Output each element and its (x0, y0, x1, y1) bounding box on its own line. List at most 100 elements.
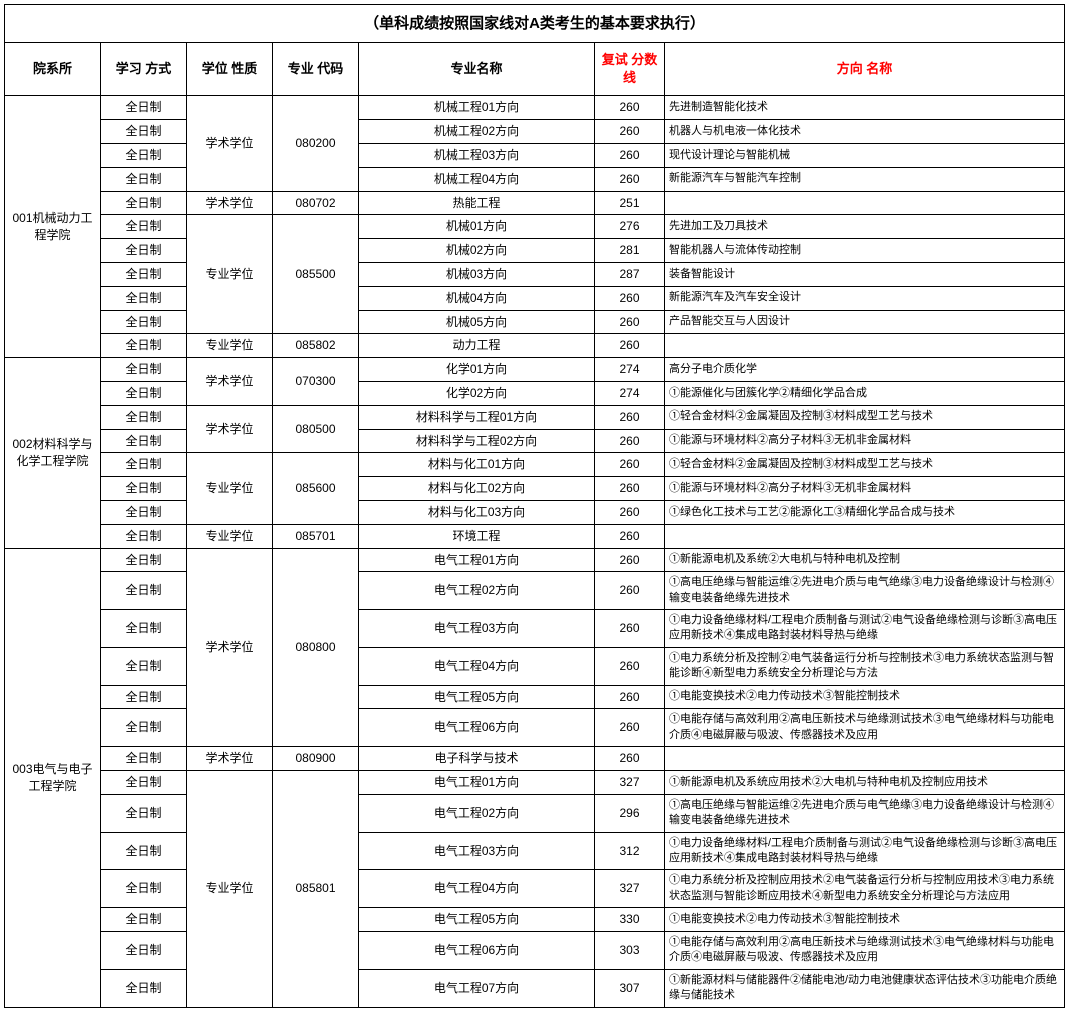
cell-study: 全日制 (101, 548, 187, 572)
cell-degree: 专业学位 (187, 453, 273, 524)
cell-direction: ①新能源电机及系统应用技术②大电机与特种电机及控制应用技术 (665, 771, 1065, 795)
table-row: 全日制化学02方向274①能源催化与团簇化学②精细化学品合成 (5, 381, 1065, 405)
cell-score: 260 (595, 96, 665, 120)
table-row: 全日制材料科学与工程02方向260①能源与环境材料②高分子材料③无机非金属材料 (5, 429, 1065, 453)
cell-direction: ①高电压绝缘与智能运维②先进电介质与电气绝缘③电力设备绝缘设计与检测④输变电装备… (665, 794, 1065, 832)
cell-major: 机械工程01方向 (359, 96, 595, 120)
header-code: 专业 代码 (273, 43, 359, 96)
cell-direction: ①电力设备绝缘材料/工程电介质制备与测试②电气设备绝缘检测与诊断③高电压应用新技… (665, 832, 1065, 870)
cell-major: 电气工程05方向 (359, 908, 595, 932)
cell-study: 全日制 (101, 771, 187, 795)
table-row: 全日制电气工程04方向260①电力系统分析及控制②电气装备运行分析与控制技术③电… (5, 647, 1065, 685)
cell-major: 电气工程02方向 (359, 794, 595, 832)
cell-direction: 先进制造智能化技术 (665, 96, 1065, 120)
cell-direction: ①电能存储与高效利用②高电压新技术与绝缘测试技术③电气绝缘材料与功能电介质④电磁… (665, 931, 1065, 969)
cell-dept: 002材料科学与化学工程学院 (5, 358, 101, 548)
cell-score: 260 (595, 453, 665, 477)
cell-score: 260 (595, 524, 665, 548)
header-major: 专业名称 (359, 43, 595, 96)
score-table: （单科成绩按照国家线对A类考生的基本要求执行） 院系所 学习 方式 学位 性质 … (4, 4, 1065, 1008)
cell-direction (665, 334, 1065, 358)
cell-study: 全日制 (101, 931, 187, 969)
cell-study: 全日制 (101, 647, 187, 685)
cell-study: 全日制 (101, 96, 187, 120)
cell-score: 251 (595, 191, 665, 215)
cell-direction: ①能源与环境材料②高分子材料③无机非金属材料 (665, 477, 1065, 501)
cell-major: 机械工程02方向 (359, 120, 595, 144)
cell-major: 材料与化工03方向 (359, 500, 595, 524)
cell-direction (665, 191, 1065, 215)
header-row: 院系所 学习 方式 学位 性质 专业 代码 专业名称 复试 分数线 方向 名称 (5, 43, 1065, 96)
cell-score: 260 (595, 310, 665, 334)
cell-direction: ①电力设备绝缘材料/工程电介质制备与测试②电气设备绝缘检测与诊断③高电压应用新技… (665, 610, 1065, 648)
cell-study: 全日制 (101, 143, 187, 167)
cell-study: 全日制 (101, 429, 187, 453)
cell-score: 260 (595, 120, 665, 144)
cell-direction: 高分子电介质化学 (665, 358, 1065, 382)
cell-score: 260 (595, 143, 665, 167)
cell-direction: ①电能变换技术②电力传动技术③智能控制技术 (665, 685, 1065, 709)
cell-study: 全日制 (101, 405, 187, 429)
cell-score: 327 (595, 771, 665, 795)
cell-direction: 机器人与机电液一体化技术 (665, 120, 1065, 144)
cell-major: 化学01方向 (359, 358, 595, 382)
table-row: 全日制电气工程06方向260①电能存储与高效利用②高电压新技术与绝缘测试技术③电… (5, 709, 1065, 747)
cell-score: 303 (595, 931, 665, 969)
cell-code: 080702 (273, 191, 359, 215)
table-row: 全日制机械02方向281智能机器人与流体传动控制 (5, 239, 1065, 263)
cell-direction: ①新能源电机及系统②大电机与特种电机及控制 (665, 548, 1065, 572)
cell-study: 全日制 (101, 191, 187, 215)
table-row: 全日制专业学位085500机械01方向276先进加工及刀具技术 (5, 215, 1065, 239)
table-row: 全日制 机械工程02方向260机器人与机电液一体化技术 (5, 120, 1065, 144)
cell-dept: 003电气与电子工程学院 (5, 548, 101, 1007)
cell-study: 全日制 (101, 908, 187, 932)
cell-direction: ①绿色化工技术与工艺②能源化工③精细化学品合成与技术 (665, 500, 1065, 524)
cell-score: 260 (595, 572, 665, 610)
cell-study: 全日制 (101, 500, 187, 524)
cell-score: 260 (595, 685, 665, 709)
header-study: 学习 方式 (101, 43, 187, 96)
cell-direction: 现代设计理论与智能机械 (665, 143, 1065, 167)
cell-score: 260 (595, 500, 665, 524)
cell-study: 全日制 (101, 167, 187, 191)
cell-score: 287 (595, 262, 665, 286)
table-row: 全日制 电气工程05方向330①电能变换技术②电力传动技术③智能控制技术 (5, 908, 1065, 932)
cell-score: 312 (595, 832, 665, 870)
cell-study: 全日制 (101, 262, 187, 286)
cell-direction: 智能机器人与流体传动控制 (665, 239, 1065, 263)
table-row: 全日制专业学位085801电气工程01方向327①新能源电机及系统应用技术②大电… (5, 771, 1065, 795)
cell-direction: ①电能存储与高效利用②高电压新技术与绝缘测试技术③电气绝缘材料与功能电介质④电磁… (665, 709, 1065, 747)
cell-study: 全日制 (101, 709, 187, 747)
cell-degree: 学术学位 (187, 747, 273, 771)
cell-code: 070300 (273, 358, 359, 406)
cell-direction: ①能源催化与团簇化学②精细化学品合成 (665, 381, 1065, 405)
cell-score: 276 (595, 215, 665, 239)
cell-score: 260 (595, 647, 665, 685)
cell-code: 080800 (273, 548, 359, 747)
cell-study: 全日制 (101, 453, 187, 477)
cell-score: 274 (595, 381, 665, 405)
cell-study: 全日制 (101, 381, 187, 405)
table-row: 全日制电气工程02方向296①高电压绝缘与智能运维②先进电介质与电气绝缘③电力设… (5, 794, 1065, 832)
cell-major: 机械04方向 (359, 286, 595, 310)
header-score: 复试 分数线 (595, 43, 665, 96)
table-row: 全日制电气工程02方向260①高电压绝缘与智能运维②先进电介质与电气绝缘③电力设… (5, 572, 1065, 610)
cell-direction: ①电能变换技术②电力传动技术③智能控制技术 (665, 908, 1065, 932)
cell-score: 260 (595, 334, 665, 358)
cell-code: 085802 (273, 334, 359, 358)
cell-score: 330 (595, 908, 665, 932)
cell-code: 080900 (273, 747, 359, 771)
cell-study: 全日制 (101, 239, 187, 263)
cell-direction: ①能源与环境材料②高分子材料③无机非金属材料 (665, 429, 1065, 453)
cell-degree: 学术学位 (187, 191, 273, 215)
cell-degree: 学术学位 (187, 405, 273, 453)
cell-study: 全日制 (101, 310, 187, 334)
cell-major: 材料与化工01方向 (359, 453, 595, 477)
cell-study: 全日制 (101, 120, 187, 144)
cell-code: 080200 (273, 96, 359, 191)
cell-study: 全日制 (101, 969, 187, 1007)
cell-major: 机械工程04方向 (359, 167, 595, 191)
table-row: 002材料科学与化学工程学院全日制学术学位070300化学01方向274高分子电… (5, 358, 1065, 382)
cell-score: 260 (595, 548, 665, 572)
cell-direction (665, 524, 1065, 548)
